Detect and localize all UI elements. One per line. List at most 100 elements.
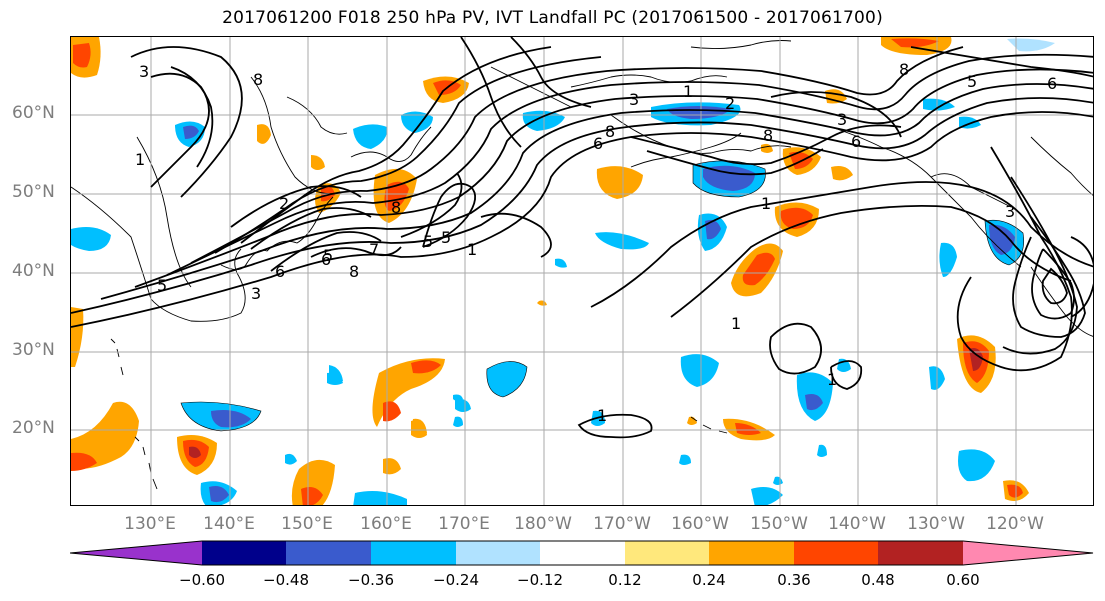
lon-label-150e: 150°E: [281, 514, 333, 534]
contour-label: 8: [391, 198, 401, 217]
colorbar-tick-label: −0.12: [517, 571, 563, 589]
ivt-contour: [830, 360, 863, 390]
coastline: [136, 136, 192, 288]
contour-label: 5: [157, 276, 167, 295]
contour-label: 1: [597, 406, 607, 425]
contour-label: 3: [1005, 202, 1015, 221]
contour-label: 1: [135, 150, 145, 169]
shading-region: [353, 124, 388, 149]
shading-region: [71, 307, 84, 367]
shading-region: [705, 220, 721, 240]
contour-label: 5: [967, 72, 977, 91]
colorbar-tick-label: −0.60: [179, 571, 225, 589]
shading-region: [687, 416, 697, 425]
colorbar-outline: [70, 540, 1094, 566]
coastline: [134, 436, 158, 490]
coastline: [490, 66, 572, 108]
ivt-contour: [1012, 216, 1086, 338]
ivt-contour: [400, 172, 463, 238]
ivt-contour: [480, 212, 552, 258]
shading-region: [486, 361, 527, 397]
pv-outline: [180, 401, 262, 432]
ivt-contour: [310, 246, 402, 258]
shading-region: [780, 207, 813, 229]
map-panel: 8 3 1 2 5 6 8 5 6 8 1 3 5 6 8 7 5 1 8 3 …: [70, 36, 1094, 506]
shading-region: [891, 38, 939, 48]
shading-region: [383, 401, 401, 422]
shading-region: [183, 125, 199, 139]
colorbar-segment: [709, 541, 794, 565]
ivt-contour: [910, 46, 1093, 78]
map-title: 2017061200 F018 250 hPa PV, IVT Landfall…: [222, 8, 883, 28]
shading-region: [761, 143, 773, 153]
colorbar-tick-label: 0.48: [861, 571, 895, 589]
shading-region: [1007, 38, 1055, 52]
ivt-contour: [214, 56, 602, 254]
contour-label: 6: [851, 132, 861, 151]
shading-region: [329, 365, 343, 382]
contour-label: 8: [899, 60, 909, 79]
ivt-contour: [190, 46, 964, 264]
colorbar-segment: [540, 541, 625, 565]
colorbar-segment: [70, 541, 202, 565]
shading-region: [969, 348, 983, 371]
lon-label-130w: 130°W: [907, 514, 965, 534]
pv-outline: [486, 361, 528, 398]
contour-label: 6: [321, 250, 331, 269]
lat-label-20n: 20°N: [12, 418, 55, 438]
colorbar-tick-label: −0.24: [433, 571, 479, 589]
shading-region: [455, 398, 471, 412]
shading-region: [453, 416, 463, 427]
shading-region: [257, 124, 271, 144]
shading-region: [311, 155, 325, 170]
coastline: [610, 114, 792, 154]
lat-label-30n: 30°N: [12, 340, 55, 360]
ivt-contour: [670, 204, 1072, 318]
shading-region: [71, 452, 97, 471]
ivt-contour: [1002, 176, 1078, 355]
ivt-contour: [166, 53, 1093, 276]
shading-region: [680, 354, 719, 387]
contour-label: 3: [837, 110, 847, 129]
lon-label-160e: 160°E: [360, 514, 412, 534]
lon-label-180w: 180°W: [514, 514, 572, 534]
lon-label-140w: 140°W: [828, 514, 886, 534]
contour-label: 6: [275, 262, 285, 281]
shading-region: [939, 242, 957, 277]
contour-label: 1: [731, 314, 741, 333]
ivt-contour: [134, 68, 1093, 288]
contour-label: 3: [251, 284, 261, 303]
colorbar: [70, 540, 1094, 566]
shading-region: [209, 486, 229, 503]
colorbar-tick-label: −0.48: [263, 571, 309, 589]
lon-label-130e: 130°E: [124, 514, 176, 534]
ivt-contour: [510, 37, 592, 108]
ivt-contour: [590, 181, 1093, 308]
colorbar-tick-label: 0.12: [608, 571, 642, 589]
ivt-contour: [577, 413, 653, 439]
contour-label: 5: [323, 246, 333, 265]
contour-label: 6: [1047, 74, 1057, 93]
shading-region: [679, 454, 691, 465]
contour-label: 2: [725, 94, 735, 113]
shading-region: [383, 458, 401, 475]
shading-region: [1007, 484, 1023, 498]
shading-region: [923, 98, 955, 111]
lon-label-170e: 170°E: [438, 514, 490, 534]
contour-label: 8: [349, 262, 359, 281]
lon-label-150w: 150°W: [750, 514, 808, 534]
shading-region: [71, 401, 139, 469]
colorbar-segment: [963, 541, 1094, 565]
lat-label-40n: 40°N: [12, 261, 55, 281]
shading-region: [742, 252, 775, 286]
shading-region: [773, 476, 783, 485]
colorbar-segment: [371, 541, 456, 565]
ivt-contour: [1041, 267, 1068, 305]
shading-region: [285, 453, 297, 465]
contour-label: 8: [605, 122, 615, 141]
shading-region: [805, 394, 823, 411]
coastline: [350, 126, 432, 162]
ivt-contour: [769, 322, 822, 375]
lon-label-140e: 140°E: [203, 514, 255, 534]
ivt-contour: [71, 97, 1093, 314]
